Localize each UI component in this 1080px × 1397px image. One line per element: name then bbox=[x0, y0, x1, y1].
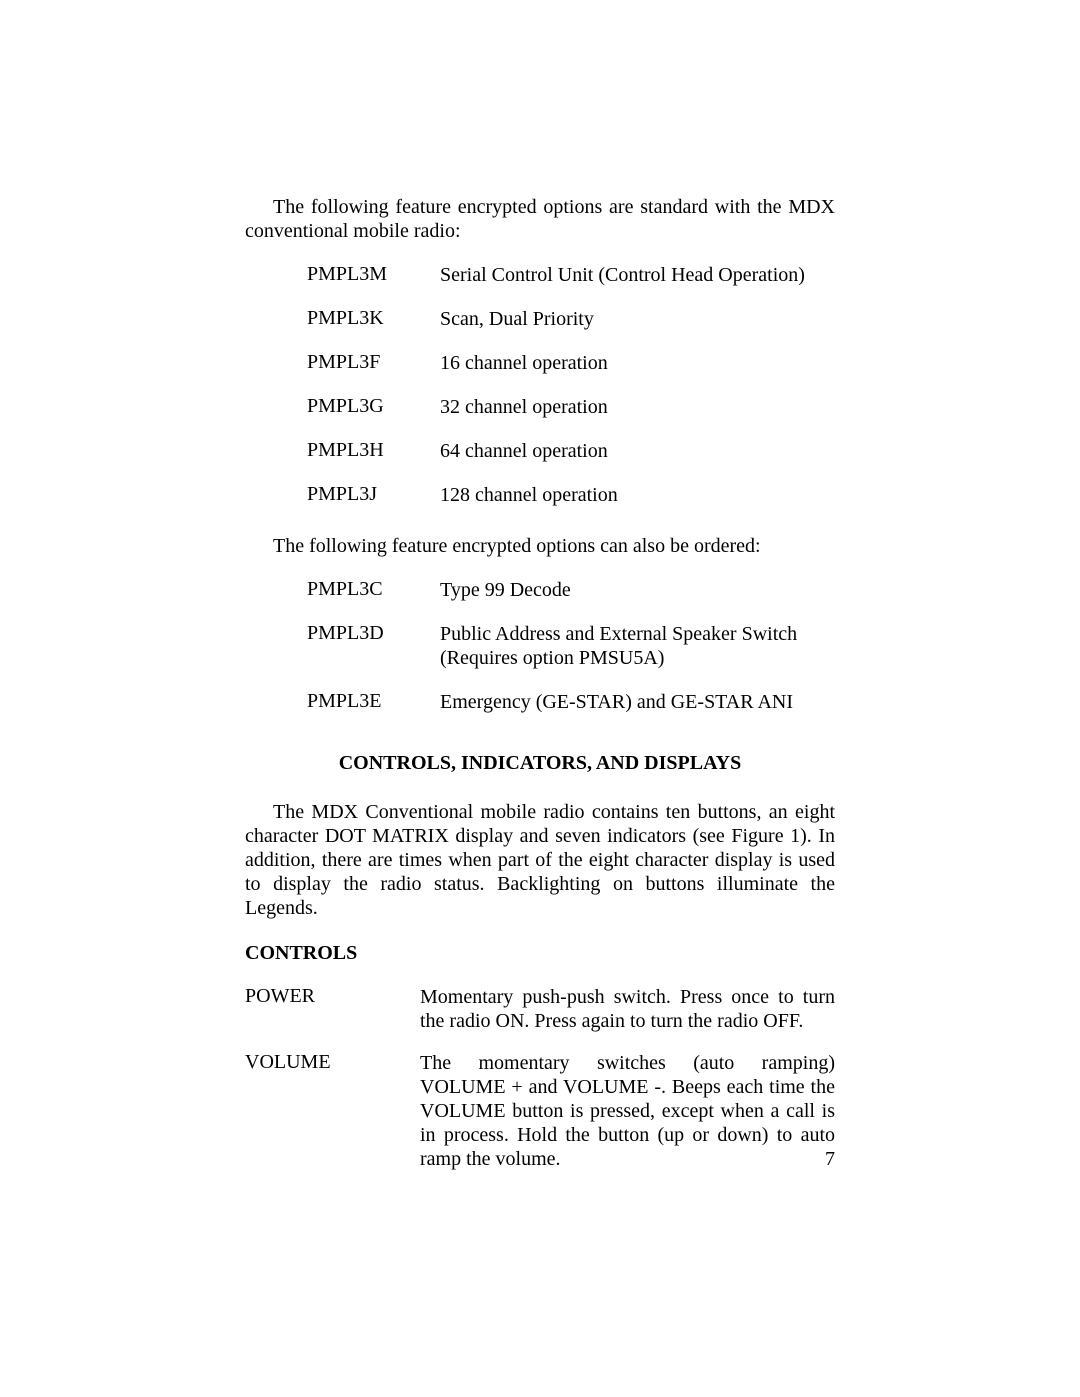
control-label: POWER bbox=[245, 985, 420, 1033]
option-desc: Public Address and External Speaker Swit… bbox=[440, 622, 835, 670]
control-desc: Momentary push-push switch. Press once t… bbox=[420, 985, 835, 1033]
orderable-options-table: PMPL3C Type 99 Decode PMPL3D Public Addr… bbox=[307, 578, 835, 714]
intro-paragraph-1: The following feature encrypted options … bbox=[245, 195, 835, 243]
option-code: PMPL3J bbox=[307, 483, 440, 507]
option-code: PMPL3H bbox=[307, 439, 440, 463]
option-desc: 32 channel operation bbox=[440, 395, 608, 419]
option-row: PMPL3J 128 channel operation bbox=[307, 483, 835, 507]
option-code: PMPL3G bbox=[307, 395, 440, 419]
control-label: VOLUME bbox=[245, 1051, 420, 1171]
option-row: PMPL3C Type 99 Decode bbox=[307, 578, 835, 602]
subheading-controls: CONTROLS bbox=[245, 942, 835, 965]
option-row: PMPL3D Public Address and External Speak… bbox=[307, 622, 835, 670]
control-desc: The momentary switches (auto ramping) VO… bbox=[420, 1051, 835, 1171]
option-code: PMPL3M bbox=[307, 263, 440, 287]
page-number: 7 bbox=[825, 1148, 835, 1171]
option-desc: 64 channel operation bbox=[440, 439, 608, 463]
option-code: PMPL3K bbox=[307, 307, 440, 331]
option-code: PMPL3C bbox=[307, 578, 440, 602]
control-row: POWER Momentary push-push switch. Press … bbox=[245, 985, 835, 1033]
option-desc: Serial Control Unit (Control Head Operat… bbox=[440, 263, 805, 287]
control-row: VOLUME The momentary switches (auto ramp… bbox=[245, 1051, 835, 1171]
option-row: PMPL3E Emergency (GE-STAR) and GE-STAR A… bbox=[307, 690, 835, 714]
option-row: PMPL3M Serial Control Unit (Control Head… bbox=[307, 263, 835, 287]
option-code: PMPL3F bbox=[307, 351, 440, 375]
option-desc: Type 99 Decode bbox=[440, 578, 571, 602]
option-desc: Emergency (GE-STAR) and GE-STAR ANI bbox=[440, 690, 793, 714]
option-desc: 16 channel operation bbox=[440, 351, 608, 375]
standard-options-table: PMPL3M Serial Control Unit (Control Head… bbox=[307, 263, 835, 507]
option-desc: Scan, Dual Priority bbox=[440, 307, 594, 331]
section-title: CONTROLS, INDICATORS, AND DISPLAYS bbox=[245, 752, 835, 775]
option-row: PMPL3H 64 channel operation bbox=[307, 439, 835, 463]
option-row: PMPL3G 32 channel operation bbox=[307, 395, 835, 419]
option-code: PMPL3D bbox=[307, 622, 440, 670]
option-row: PMPL3F 16 channel operation bbox=[307, 351, 835, 375]
section-paragraph: The MDX Conventional mobile radio contai… bbox=[245, 800, 835, 920]
option-desc: 128 channel operation bbox=[440, 483, 618, 507]
intro-paragraph-2: The following feature encrypted options … bbox=[245, 535, 835, 558]
option-code: PMPL3E bbox=[307, 690, 440, 714]
document-page: The following feature encrypted options … bbox=[0, 0, 1080, 1171]
option-row: PMPL3K Scan, Dual Priority bbox=[307, 307, 835, 331]
